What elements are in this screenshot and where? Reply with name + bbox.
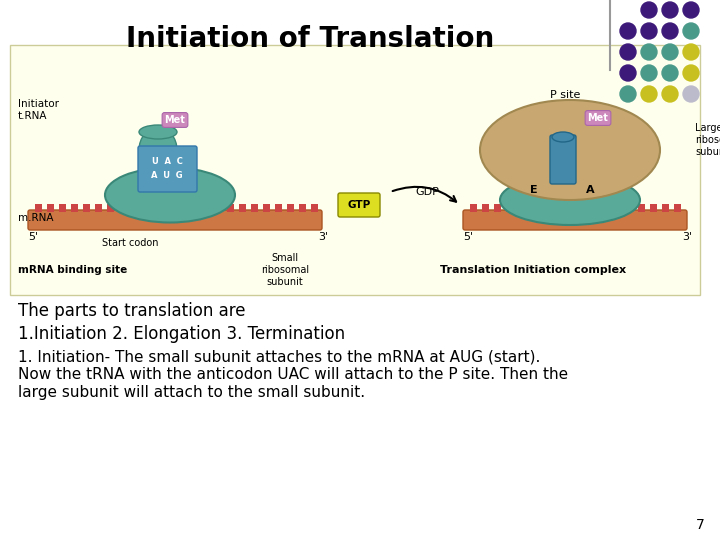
Text: Start codon: Start codon — [102, 238, 158, 248]
Circle shape — [641, 65, 657, 81]
Text: GTP: GTP — [347, 200, 371, 210]
Bar — [650, 204, 657, 212]
Text: The parts to translation are: The parts to translation are — [18, 302, 246, 320]
Bar — [191, 204, 198, 212]
Text: E: E — [530, 185, 538, 195]
Bar — [638, 204, 645, 212]
Text: 3': 3' — [318, 232, 328, 242]
Text: Met: Met — [165, 115, 186, 125]
Text: Met: Met — [588, 113, 608, 123]
Text: Initiator
t.RNA: Initiator t.RNA — [18, 99, 59, 121]
Bar — [518, 204, 525, 212]
Bar — [674, 204, 681, 212]
Bar — [131, 204, 138, 212]
Bar — [251, 204, 258, 212]
Circle shape — [683, 65, 699, 81]
Bar — [470, 204, 477, 212]
Circle shape — [620, 86, 636, 102]
Bar — [482, 204, 489, 212]
Bar — [590, 204, 597, 212]
Circle shape — [683, 44, 699, 60]
Bar — [35, 204, 42, 212]
Bar — [167, 204, 174, 212]
Ellipse shape — [139, 125, 177, 139]
Circle shape — [662, 23, 678, 39]
Bar — [602, 204, 609, 212]
Text: 3': 3' — [682, 232, 692, 242]
FancyBboxPatch shape — [138, 146, 197, 192]
Bar — [119, 204, 126, 212]
Bar — [275, 204, 282, 212]
Bar — [179, 204, 186, 212]
Text: P site: P site — [550, 90, 580, 100]
Bar — [95, 204, 102, 212]
Circle shape — [641, 86, 657, 102]
Circle shape — [662, 86, 678, 102]
Bar — [506, 204, 513, 212]
Text: 1. Initiation- The small subunit attaches to the mRNA at AUG (start).
Now the tR: 1. Initiation- The small subunit attache… — [18, 350, 568, 400]
Bar — [83, 204, 90, 212]
Bar — [107, 204, 114, 212]
Bar — [239, 204, 246, 212]
Bar — [155, 204, 162, 212]
Circle shape — [662, 65, 678, 81]
FancyBboxPatch shape — [550, 135, 576, 184]
Text: 5': 5' — [28, 232, 38, 242]
Bar — [614, 204, 621, 212]
Text: A: A — [585, 185, 594, 195]
Text: m.RNA: m.RNA — [18, 213, 53, 223]
Bar — [143, 204, 150, 212]
FancyBboxPatch shape — [338, 193, 380, 217]
Ellipse shape — [105, 167, 235, 222]
Bar — [299, 204, 306, 212]
Circle shape — [683, 86, 699, 102]
Ellipse shape — [552, 132, 574, 142]
Bar — [287, 204, 294, 212]
Circle shape — [641, 23, 657, 39]
Text: GDP: GDP — [415, 187, 439, 197]
Text: U  A  C: U A C — [152, 158, 182, 166]
Circle shape — [620, 44, 636, 60]
Circle shape — [641, 44, 657, 60]
FancyBboxPatch shape — [10, 45, 700, 295]
Bar — [494, 204, 501, 212]
Text: Small
ribosomal
subunit: Small ribosomal subunit — [261, 253, 309, 287]
Circle shape — [683, 23, 699, 39]
Bar — [71, 204, 78, 212]
Bar — [662, 204, 669, 212]
Bar — [626, 204, 633, 212]
Text: Large
ribosomal
subunit: Large ribosomal subunit — [695, 124, 720, 157]
FancyBboxPatch shape — [28, 210, 322, 230]
Circle shape — [620, 65, 636, 81]
Circle shape — [662, 44, 678, 60]
Bar — [578, 204, 585, 212]
Text: A  U  G: A U G — [151, 172, 183, 180]
Bar — [47, 204, 54, 212]
Bar — [203, 204, 210, 212]
Bar — [215, 204, 222, 212]
Bar — [542, 204, 549, 212]
Text: 5': 5' — [463, 232, 473, 242]
Bar — [530, 204, 537, 212]
Circle shape — [662, 2, 678, 18]
Text: mRNA binding site: mRNA binding site — [18, 265, 127, 275]
Text: Translation Initiation complex: Translation Initiation complex — [440, 265, 626, 275]
FancyBboxPatch shape — [463, 210, 687, 230]
Text: 1.Initiation 2. Elongation 3. Termination: 1.Initiation 2. Elongation 3. Terminatio… — [18, 325, 345, 343]
Circle shape — [620, 23, 636, 39]
Text: Initiation of Translation: Initiation of Translation — [126, 25, 494, 53]
Bar — [554, 204, 561, 212]
Ellipse shape — [480, 100, 660, 200]
Ellipse shape — [500, 175, 640, 225]
Bar — [566, 204, 573, 212]
Bar — [311, 204, 318, 212]
Bar — [59, 204, 66, 212]
Circle shape — [641, 2, 657, 18]
Text: 7: 7 — [696, 518, 705, 532]
Bar — [263, 204, 270, 212]
Circle shape — [683, 2, 699, 18]
Ellipse shape — [139, 127, 177, 172]
Bar — [227, 204, 234, 212]
